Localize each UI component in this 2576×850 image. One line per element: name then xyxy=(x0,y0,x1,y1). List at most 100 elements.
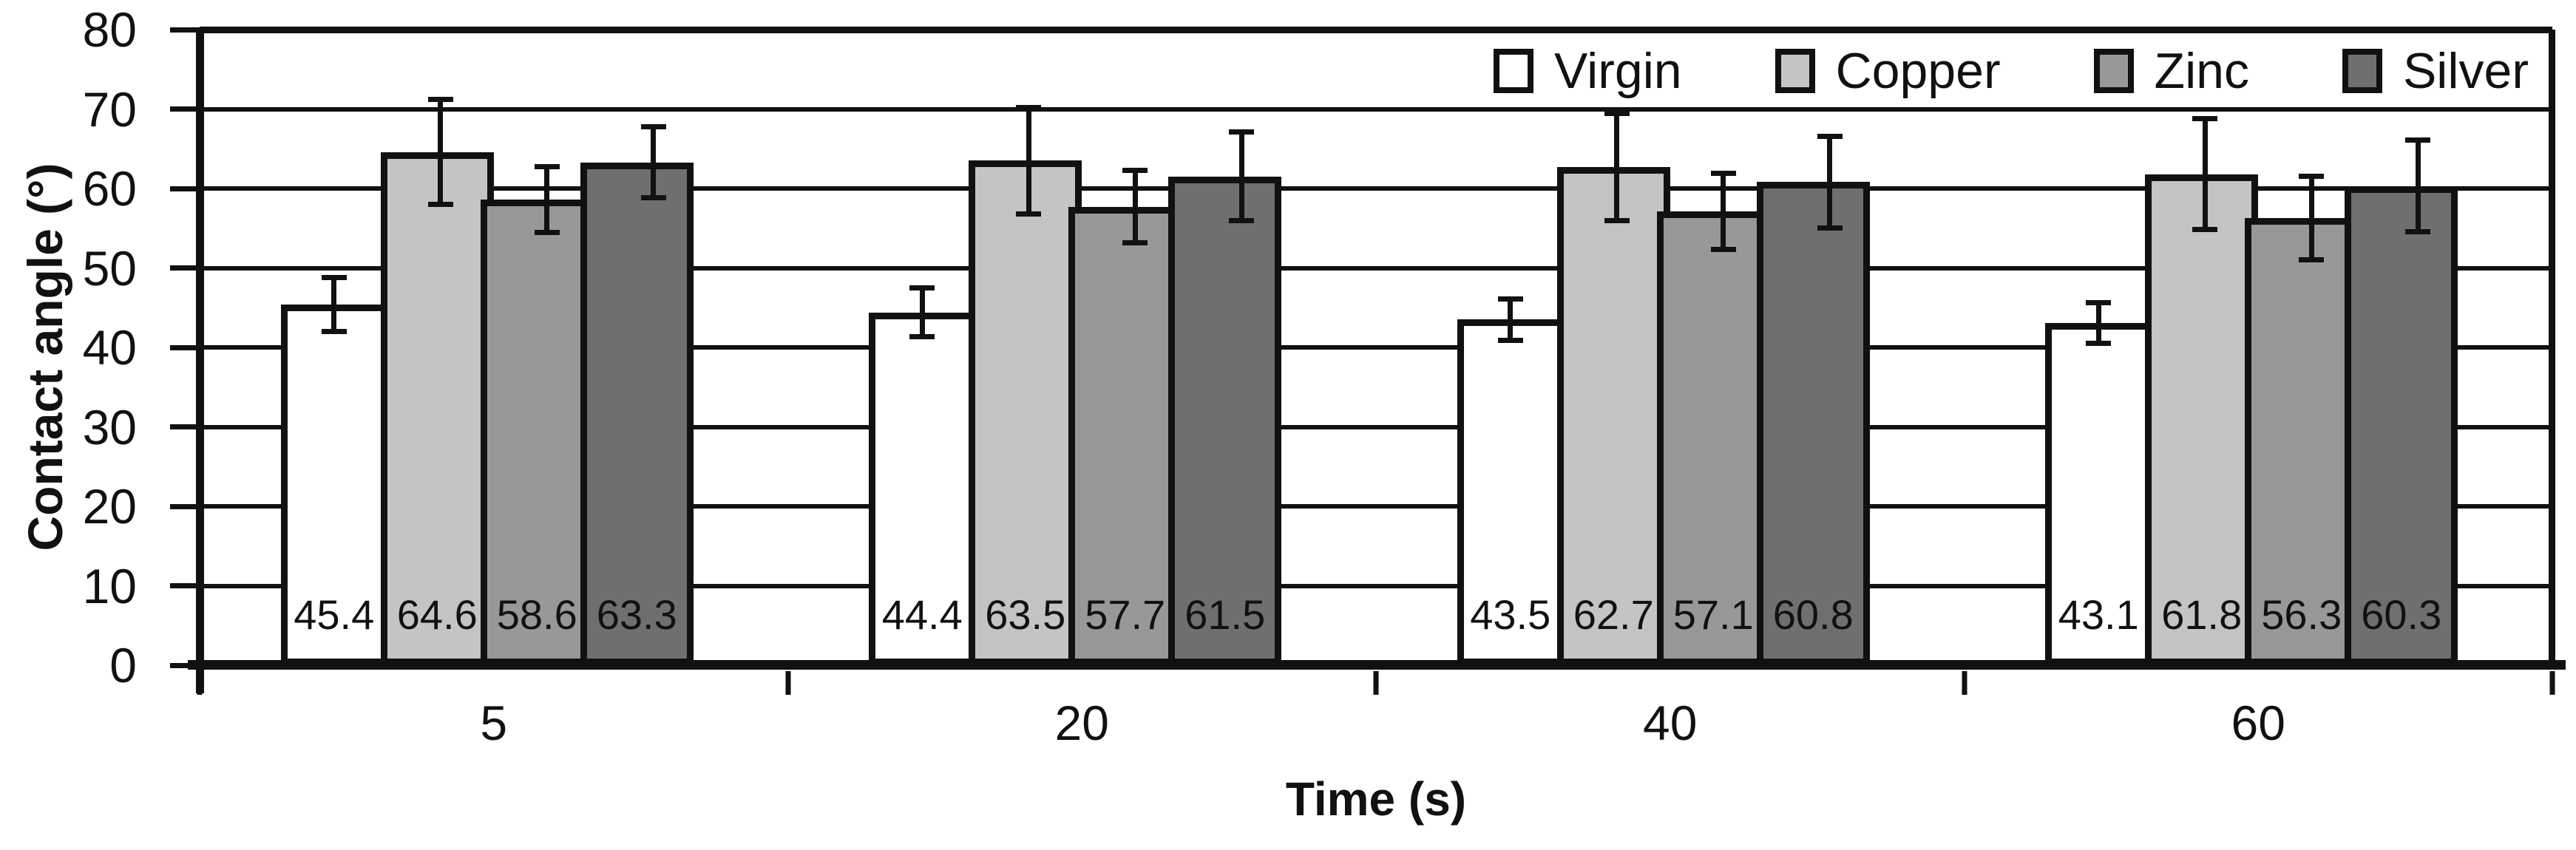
x-category-label-40: 40 xyxy=(1643,696,1698,750)
bar-value-label-copper-20: 63.5 xyxy=(985,591,1066,638)
bar-zinc-60: 56.3 xyxy=(2245,217,2359,665)
error-bar-virgin-5 xyxy=(321,275,347,334)
x-tick-boundary-1 xyxy=(785,671,790,695)
x-tick-boundary-3 xyxy=(1962,671,1967,695)
legend-swatch-virgin xyxy=(1494,49,1533,93)
error-stem xyxy=(2095,299,2101,346)
error-stem xyxy=(438,97,444,207)
plot-top-frame xyxy=(200,27,2552,33)
error-stem xyxy=(1238,129,1244,224)
y-tick-label-0: 0 xyxy=(109,638,137,693)
bar-value-label-zinc-60: 56.3 xyxy=(2261,591,2342,638)
error-bar-virgin-40 xyxy=(1497,296,1523,343)
bar-value-label-silver-40: 60.8 xyxy=(1772,591,1854,638)
error-cap-top xyxy=(1122,168,1148,174)
error-cap-bottom xyxy=(1122,240,1148,246)
gridline-y-30 xyxy=(200,424,2552,429)
bar-copper-60: 61.8 xyxy=(2145,174,2259,665)
bar-virgin-40: 43.5 xyxy=(1457,319,1564,665)
plot-area: 0 10 20 30 40 50 60 70 80 45.4 64.6 58.6 63.3 5 44.4 63… xyxy=(83,2,2566,749)
bar-value-label-silver-5: 63.3 xyxy=(596,591,677,638)
legend-swatch-zinc xyxy=(2093,49,2134,93)
gridline-y-40 xyxy=(200,345,2552,350)
error-bar-copper-40 xyxy=(1604,110,1630,224)
error-bar-copper-5 xyxy=(427,97,453,207)
gridline-y-70 xyxy=(200,106,2552,112)
error-stem xyxy=(1614,110,1620,224)
bar-value-label-zinc-20: 57.7 xyxy=(1085,591,1166,638)
error-cap-bottom xyxy=(427,201,453,207)
bar-value-label-zinc-40: 57.1 xyxy=(1672,591,1754,638)
legend-swatch-silver xyxy=(2342,49,2382,93)
bar-value-label-virgin-5: 45.4 xyxy=(294,591,375,638)
legend-label-silver: Silver xyxy=(2402,43,2529,99)
error-cap-bottom xyxy=(2405,229,2431,235)
error-cap-top xyxy=(427,97,453,103)
error-cap-top xyxy=(909,285,935,291)
bar-silver-60: 60.3 xyxy=(2345,186,2458,665)
legend-item-copper: Copper xyxy=(1775,45,2001,97)
bar-value-label-zinc-5: 58.6 xyxy=(496,591,577,638)
error-cap-bottom xyxy=(2086,340,2112,346)
legend-label-zinc: Zinc xyxy=(2154,43,2249,99)
error-bar-zinc-20 xyxy=(1122,168,1148,246)
error-cap-top xyxy=(1497,296,1523,302)
legend-item-zinc: Zinc xyxy=(2093,43,2249,99)
error-stem xyxy=(1508,296,1514,343)
error-cap-top xyxy=(2192,116,2218,122)
error-stem xyxy=(2415,137,2421,235)
error-bar-copper-60 xyxy=(2192,116,2218,233)
y-tick-label-10: 10 xyxy=(82,558,137,613)
error-bar-copper-20 xyxy=(1016,105,1042,217)
error-cap-bottom xyxy=(321,328,347,334)
error-stem xyxy=(2308,173,2314,262)
y-tick-20 xyxy=(170,503,200,509)
error-cap-bottom xyxy=(1229,218,1255,224)
y-tick-40 xyxy=(170,344,200,350)
gridline-y-60 xyxy=(200,186,2552,191)
error-stem xyxy=(544,163,550,236)
legend-label-virgin: Virgin xyxy=(1554,43,1682,99)
bar-value-label-copper-5: 64.6 xyxy=(396,591,478,638)
y-tick-label-70: 70 xyxy=(82,81,137,137)
error-cap-top xyxy=(534,163,560,169)
bar-value-label-virgin-60: 43.1 xyxy=(2058,591,2139,638)
x-category-label-20: 20 xyxy=(1054,696,1109,750)
x-category-label-60: 60 xyxy=(2231,696,2285,750)
bar-copper-40: 62.7 xyxy=(1556,166,1670,665)
y-tick-50 xyxy=(170,265,200,271)
legend-item-virgin: Virgin xyxy=(1494,45,1682,97)
error-bar-zinc-5 xyxy=(534,163,560,236)
error-stem xyxy=(1132,168,1138,246)
error-cap-top xyxy=(2299,173,2325,179)
error-stem xyxy=(1026,105,1031,217)
gridline-y-50 xyxy=(200,265,2552,271)
error-cap-top xyxy=(1604,110,1630,116)
bar-zinc-20: 57.7 xyxy=(1068,206,1182,665)
bar-silver-40: 60.8 xyxy=(1756,182,1870,665)
bar-value-label-copper-40: 62.7 xyxy=(1573,591,1654,638)
y-tick-70 xyxy=(170,106,200,112)
bar-copper-20: 63.5 xyxy=(969,160,1082,665)
error-cap-bottom xyxy=(1016,211,1042,217)
y-tick-80 xyxy=(170,27,200,33)
error-stem xyxy=(2202,116,2208,233)
error-cap-top xyxy=(321,275,347,281)
error-cap-top xyxy=(640,123,666,129)
gridline-y-10 xyxy=(200,583,2552,588)
error-cap-top xyxy=(1710,171,1736,177)
error-stem xyxy=(331,275,337,334)
error-cap-bottom xyxy=(534,230,560,236)
legend-swatch-copper xyxy=(1775,49,1815,93)
error-cap-bottom xyxy=(640,195,666,201)
y-tick-label-80: 80 xyxy=(82,2,137,57)
bar-silver-5: 63.3 xyxy=(580,162,694,665)
bar-value-label-virgin-20: 44.4 xyxy=(881,591,963,638)
error-bar-zinc-40 xyxy=(1710,171,1736,252)
bar-virgin-60: 43.1 xyxy=(2045,322,2152,665)
bar-group-40: 43.5 62.7 57.1 60.8 xyxy=(1376,30,1965,665)
bar-group-60: 43.1 61.8 56.3 60.3 xyxy=(1965,30,2553,665)
legend-item-silver: Silver xyxy=(2342,45,2529,97)
gridline-y-20 xyxy=(200,504,2552,509)
bar-copper-5: 64.6 xyxy=(380,152,494,665)
